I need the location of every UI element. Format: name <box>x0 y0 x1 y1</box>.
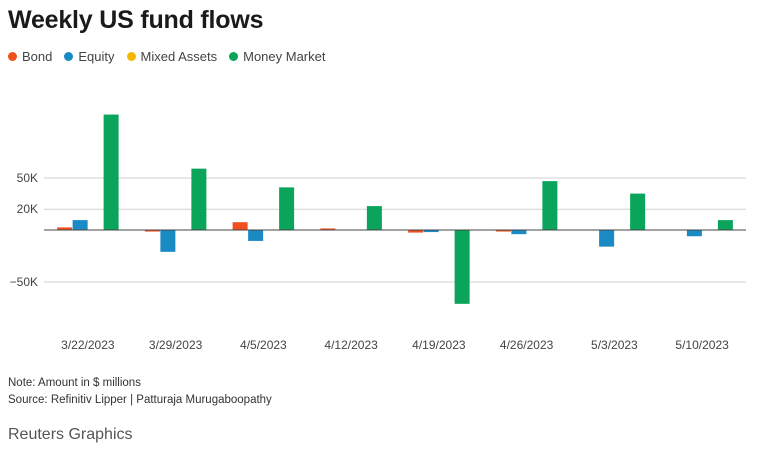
note-text: Note: Amount in $ millions <box>8 377 141 389</box>
bar-equity-5-10-2023 <box>686 230 702 237</box>
bar-equity-5-3-2023 <box>599 230 615 247</box>
bar-money-market-3-29-2023 <box>191 168 207 230</box>
legend-swatch-equity <box>64 52 74 61</box>
y-tick-label-20k: 20K <box>17 202 38 216</box>
legend: Bond Equity Mixed Assets Money Market <box>8 49 325 64</box>
x-tick-label-5-3-2023: 5/3/2023 <box>591 338 638 352</box>
x-tick-label-4-26-2023: 4/26/2023 <box>500 338 554 352</box>
bar-money-market-4-26-2023 <box>542 181 558 230</box>
bar-bond-4-5-2023 <box>232 222 248 230</box>
legend-item-equity: Equity <box>64 49 115 64</box>
bar-bond-4-19-2023 <box>408 230 424 233</box>
bar-money-market-5-10-2023 <box>717 220 733 230</box>
x-tick-label-3-29-2023: 3/29/2023 <box>149 338 203 352</box>
x-tick-label-4-5-2023: 4/5/2023 <box>240 338 287 352</box>
x-tick-label-3-22-2023: 3/22/2023 <box>61 338 115 352</box>
bar-money-market-3-22-2023 <box>103 114 119 230</box>
y-tick-label-50k: 50K <box>17 171 38 185</box>
legend-swatch-money-market <box>229 52 239 61</box>
bar-equity-3-29-2023 <box>160 230 176 252</box>
bar-bond-4-12-2023 <box>320 228 336 230</box>
x-tick-label-4-12-2023: 4/12/2023 <box>324 338 378 352</box>
legend-label-equity: Equity <box>78 49 115 64</box>
legend-label-mixed-assets: Mixed Assets <box>140 49 218 64</box>
bar-money-market-4-5-2023 <box>279 187 295 230</box>
legend-item-bond: Bond <box>8 49 52 64</box>
chart-title: Weekly US fund flows <box>8 6 264 34</box>
brand-label: Reuters Graphics <box>8 426 133 443</box>
legend-swatch-mixed-assets <box>126 52 136 61</box>
bar-money-market-4-19-2023 <box>454 230 470 304</box>
bar-money-market-4-12-2023 <box>366 206 382 230</box>
legend-label-bond: Bond <box>22 49 53 64</box>
bar-equity-4-19-2023 <box>423 230 439 233</box>
legend-label-money-market: Money Market <box>243 49 326 64</box>
legend-swatch-bond <box>8 52 17 61</box>
bar-equity-3-22-2023 <box>72 220 88 230</box>
source-text: Source: Refinitiv Lipper | Patturaja Mur… <box>8 394 272 406</box>
bar-equity-4-5-2023 <box>248 230 264 241</box>
legend-item-mixed-assets: Mixed Assets <box>126 49 218 64</box>
x-tick-label-4-19-2023: 4/19/2023 <box>412 338 466 352</box>
bar-bond-3-29-2023 <box>144 230 160 232</box>
chart-notes: Note: Amount in $ millions Source: Refin… <box>8 375 272 409</box>
bar-money-market-5-3-2023 <box>630 193 646 230</box>
bar-bond-4-26-2023 <box>495 230 511 232</box>
bar-bond-3-22-2023 <box>57 227 73 230</box>
x-tick-label-5-10-2023: 5/10/2023 <box>675 338 729 352</box>
legend-item-money-market: Money Market <box>229 49 325 64</box>
y-tick-label--50k: −50K <box>10 275 38 289</box>
bar-equity-4-26-2023 <box>511 230 527 235</box>
